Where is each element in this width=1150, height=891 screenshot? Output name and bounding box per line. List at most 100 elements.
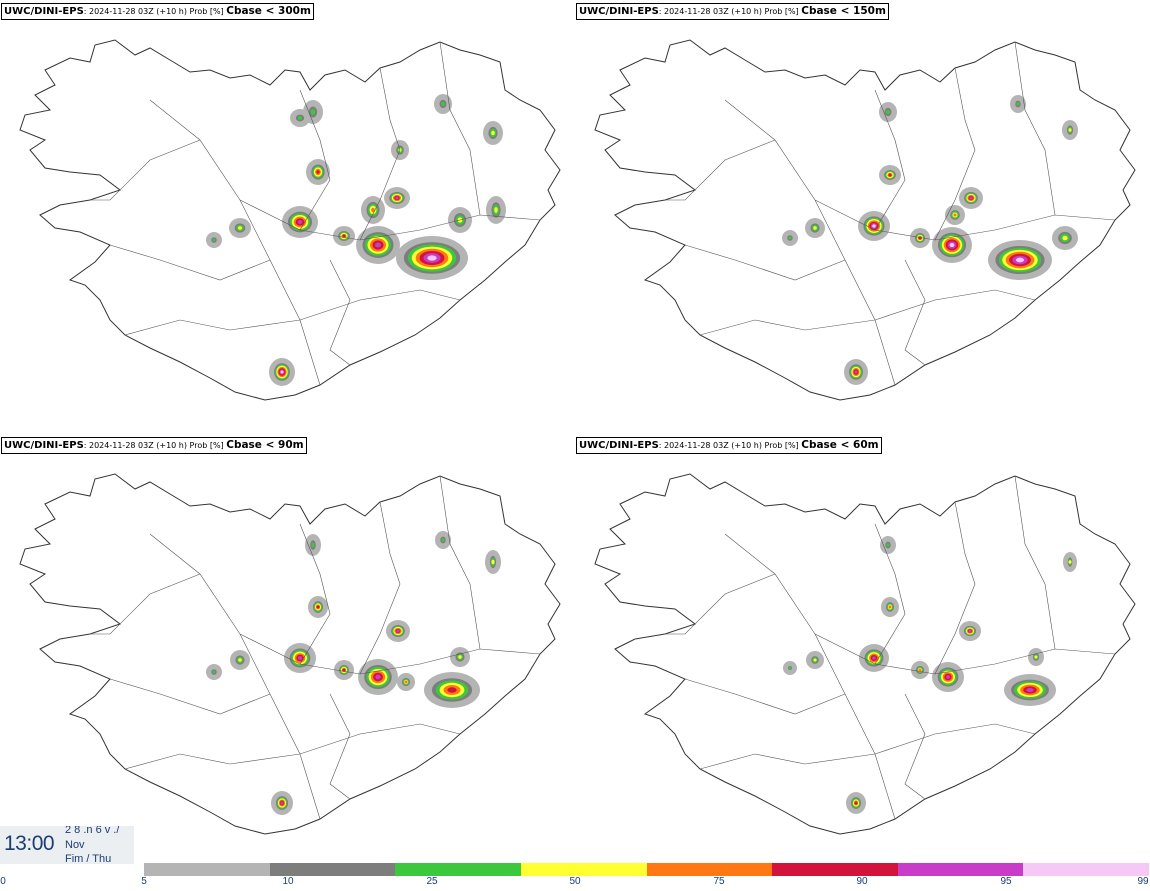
probability-contour	[949, 242, 955, 248]
probability-contour	[886, 109, 890, 115]
region-boundary	[359, 501, 401, 675]
probability-contour	[491, 130, 495, 136]
probability-contour	[813, 658, 817, 662]
probability-area	[1062, 120, 1078, 140]
region-boundary	[439, 41, 481, 216]
probability-contour	[311, 542, 315, 548]
probability-contour	[212, 670, 216, 674]
probability-area	[396, 236, 468, 280]
probability-area	[483, 121, 503, 145]
probability-area	[910, 228, 930, 248]
region-boundary	[724, 99, 896, 386]
region-boundary	[934, 67, 976, 241]
probability-contour	[969, 196, 973, 200]
probability-area	[858, 211, 890, 241]
colorbar-tick-label: 25	[426, 876, 438, 887]
probability-contour	[280, 370, 284, 374]
probability-contour	[427, 255, 437, 261]
probability-contour	[968, 629, 972, 633]
colorbar-tick-label: 0	[0, 876, 6, 887]
probability-contour	[872, 224, 876, 228]
probability-area	[805, 218, 825, 238]
probability-contour	[375, 242, 381, 248]
coastline	[19, 39, 561, 401]
region-boundary	[1014, 475, 1056, 650]
probability-contour	[1016, 102, 1020, 106]
region-boundary	[1014, 41, 1056, 216]
probability-contour	[297, 116, 303, 120]
region-boundary	[109, 678, 271, 715]
probability-contour	[872, 656, 876, 660]
probability-contour	[888, 605, 892, 609]
colorbar-tick-label: 5	[141, 876, 147, 887]
colorbar-tick-label: 99	[1137, 876, 1149, 887]
probability-area	[1052, 226, 1078, 250]
probability-contour	[238, 226, 242, 230]
probability-area	[1010, 95, 1026, 113]
probability-contour	[813, 226, 817, 230]
valid-date-line1: 2 8 .n 6 v ./	[65, 826, 120, 836]
probability-area	[434, 94, 452, 114]
region-boundary	[90, 573, 201, 635]
probability-area	[435, 531, 451, 549]
probability-contour	[953, 213, 957, 217]
region-boundary	[359, 67, 401, 241]
map-panel-cbase-90m: UWC/DINI-EPS: 2024-11-28 03Z (+10 h) Pro…	[0, 434, 575, 870]
probability-area	[859, 644, 889, 672]
region-boundary	[814, 633, 1116, 675]
map-panel-cbase-60m: UWC/DINI-EPS: 2024-11-28 03Z (+10 h) Pro…	[575, 434, 1150, 870]
colorbar-segment	[1023, 863, 1150, 876]
colorbar-tick-label: 75	[713, 876, 725, 887]
probability-area	[361, 196, 385, 224]
colorbar-segment	[144, 863, 270, 876]
panel-title: UWC/DINI-EPS: 2024-11-28 03Z (+10 h) Pro…	[576, 437, 882, 454]
probability-contour	[1015, 257, 1025, 263]
probability-area	[386, 620, 410, 642]
probability-contour	[297, 220, 303, 224]
region-boundary	[814, 199, 1116, 241]
colorbar-segment	[646, 863, 773, 876]
probability-area	[783, 661, 797, 675]
probability-contour	[1026, 688, 1034, 692]
region-boundary	[665, 573, 776, 635]
region-boundary	[329, 259, 351, 366]
region-boundary	[699, 723, 1036, 770]
probability-area	[230, 650, 250, 670]
probability-contour	[375, 674, 381, 680]
probability-area	[282, 206, 318, 238]
probability-area	[308, 596, 328, 618]
probability-area	[229, 218, 251, 238]
coastline	[594, 473, 1136, 835]
region-boundary	[699, 289, 1036, 336]
coastline	[594, 39, 1136, 401]
valid-date-month: Nov	[65, 839, 85, 851]
coastline	[19, 473, 561, 835]
map-panel-cbase-300m: UWC/DINI-EPS: 2024-11-28 03Z (+10 h) Pro…	[0, 0, 575, 436]
probability-area	[334, 660, 354, 680]
panel-title: UWC/DINI-EPS: 2024-11-28 03Z (+10 h) Pro…	[576, 3, 889, 20]
probability-contour	[316, 170, 320, 174]
probability-contour	[918, 236, 922, 240]
region-boundary	[904, 693, 926, 800]
probability-contour	[404, 680, 408, 684]
valid-time: 13:00	[4, 832, 55, 855]
colorbar-segment	[269, 863, 396, 876]
probability-contour	[494, 207, 498, 213]
region-boundary	[239, 199, 541, 241]
region-boundary	[934, 501, 976, 675]
probability-contour	[788, 666, 792, 670]
probability-area	[806, 651, 824, 669]
iceland-map	[19, 473, 561, 835]
probability-colorbar	[144, 863, 1150, 876]
iceland-map	[19, 39, 561, 401]
valid-time-box: 13:00 2 8 .n 6 v ./ Nov Fim / Thu	[0, 826, 134, 864]
probability-contour	[342, 668, 346, 672]
colorbar-segment	[897, 863, 1024, 876]
probability-area	[1063, 552, 1077, 572]
region-boundary	[874, 89, 906, 231]
probability-contour	[280, 801, 284, 805]
probability-area	[932, 227, 972, 263]
probability-area	[450, 647, 470, 667]
probability-contour	[888, 173, 892, 177]
region-boundary	[90, 139, 201, 201]
